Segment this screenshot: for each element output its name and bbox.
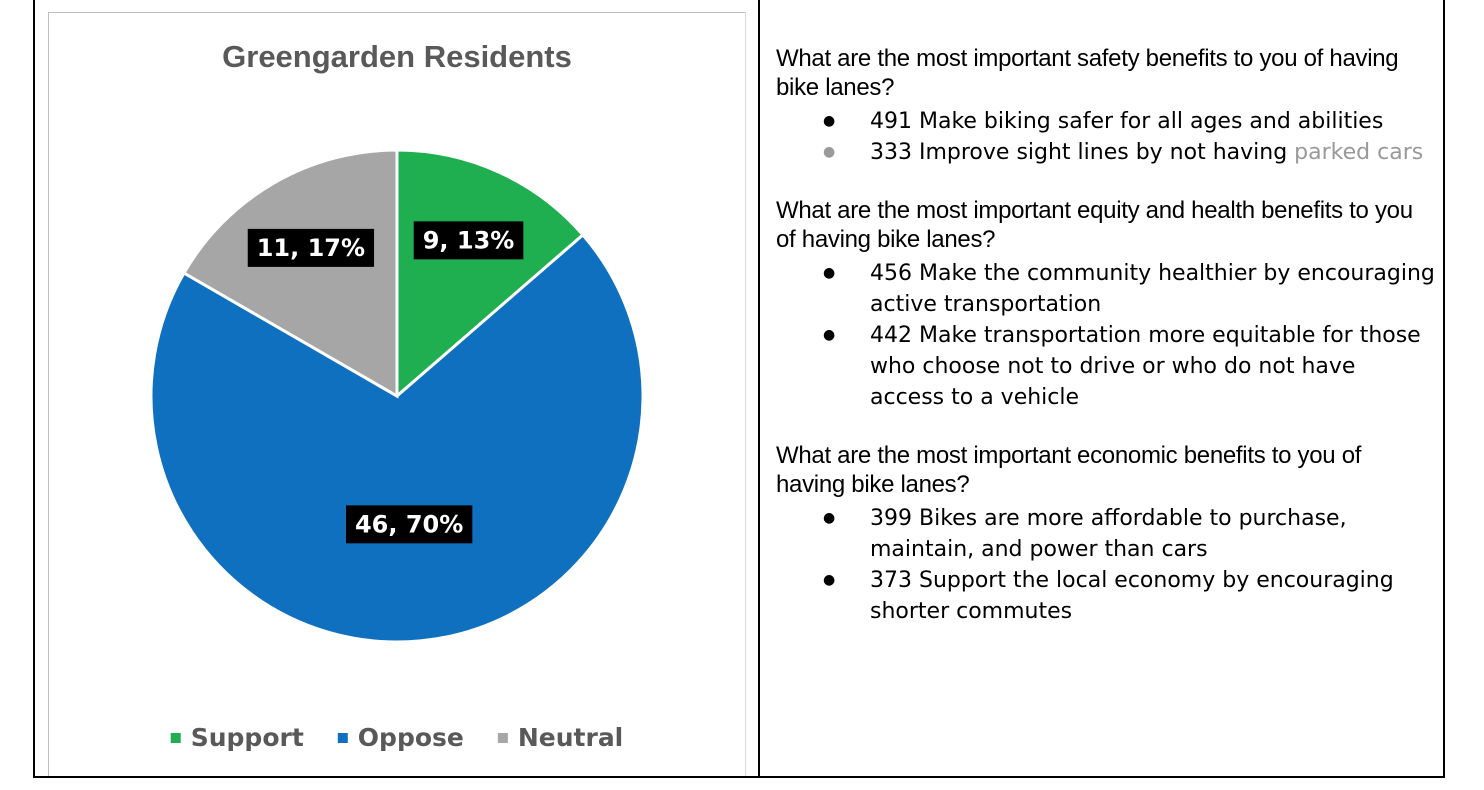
pie-data-labels: 9, 13% 46, 70% 11, 17% [247,221,524,544]
question-economic: What are the most important economic ben… [776,442,1362,498]
answer-text: 491 Make biking safer for all ages and a… [870,109,1384,134]
table-border-bottom [33,776,1445,778]
legend-item-support: Support [170,723,304,752]
survey-panel: What are the most important safety benef… [776,44,1436,655]
list-item: 442 Make transportation more equitable f… [823,320,1436,413]
pie-slices [149,148,645,644]
answer-text-faded: parked cars [1294,140,1424,165]
pie-chart: Greengarden Residents 9, 13% 46, 70% 11, 1… [149,39,645,752]
list-item: 456 Make the community healthier by enco… [823,258,1436,320]
data-label-oppose: 46, 70% [345,505,473,544]
data-label-text: 9, 13% [423,226,515,254]
data-label-text: 11, 17% [257,234,365,262]
legend-label: Support [191,723,304,752]
legend-item-oppose: Oppose [337,723,464,752]
table-border-middle [758,0,760,778]
section-equity-health: What are the most important equity and h… [776,196,1436,413]
data-label-background [247,228,375,267]
legend-swatch [497,733,508,743]
section-safety: What are the most important safety benef… [776,44,1436,168]
data-label-neutral: 11, 17% [247,228,375,267]
legend-label: Neutral [518,723,623,752]
list-item: 373 Support the local economy by encoura… [823,565,1436,627]
chart-title: Greengarden Residents [222,39,572,74]
chart-legend: Support Oppose Neutral [170,723,623,752]
question-equity-health: What are the most important equity and h… [776,197,1413,253]
data-label-text: 46, 70% [355,510,463,538]
list-item: 333 Improve sight lines by not having pa… [823,137,1436,168]
answer-text: 442 Make transportation more equitable f… [870,323,1421,410]
list-item: 399 Bikes are more affordable to purchas… [823,503,1436,565]
pie-slice-support [395,148,586,400]
data-label-support: 9, 13% [413,221,524,260]
answer-text: 373 Support the local economy by encoura… [870,568,1394,624]
pie-slice-neutral [181,148,399,399]
answers-equity-health: 456 Make the community healthier by enco… [776,258,1436,413]
list-item: 491 Make biking safer for all ages and a… [823,106,1436,137]
answers-economic: 399 Bikes are more affordable to purchas… [776,503,1436,627]
answer-text: 456 Make the community healthier by enco… [870,261,1435,317]
chart-frame-right [745,12,746,776]
question-safety: What are the most important safety benef… [776,45,1399,101]
chart-frame-top [48,12,746,13]
section-economic: What are the most important economic ben… [776,441,1436,627]
legend-label: Oppose [358,723,464,752]
pie-slice-oppose [149,232,645,644]
data-label-background [345,505,473,544]
answer-text: 399 Bikes are more affordable to purchas… [870,506,1347,562]
answers-safety: 491 Make biking safer for all ages and a… [776,106,1436,168]
legend-item-neutral: Neutral [497,723,623,752]
legend-swatch [170,733,181,743]
table-border-left [33,0,35,778]
answer-text: 333 Improve sight lines by not having [870,140,1288,165]
chart-frame-left [48,12,49,776]
data-label-background [413,221,524,260]
table-border-right [1443,0,1445,778]
legend-swatch [337,733,348,743]
